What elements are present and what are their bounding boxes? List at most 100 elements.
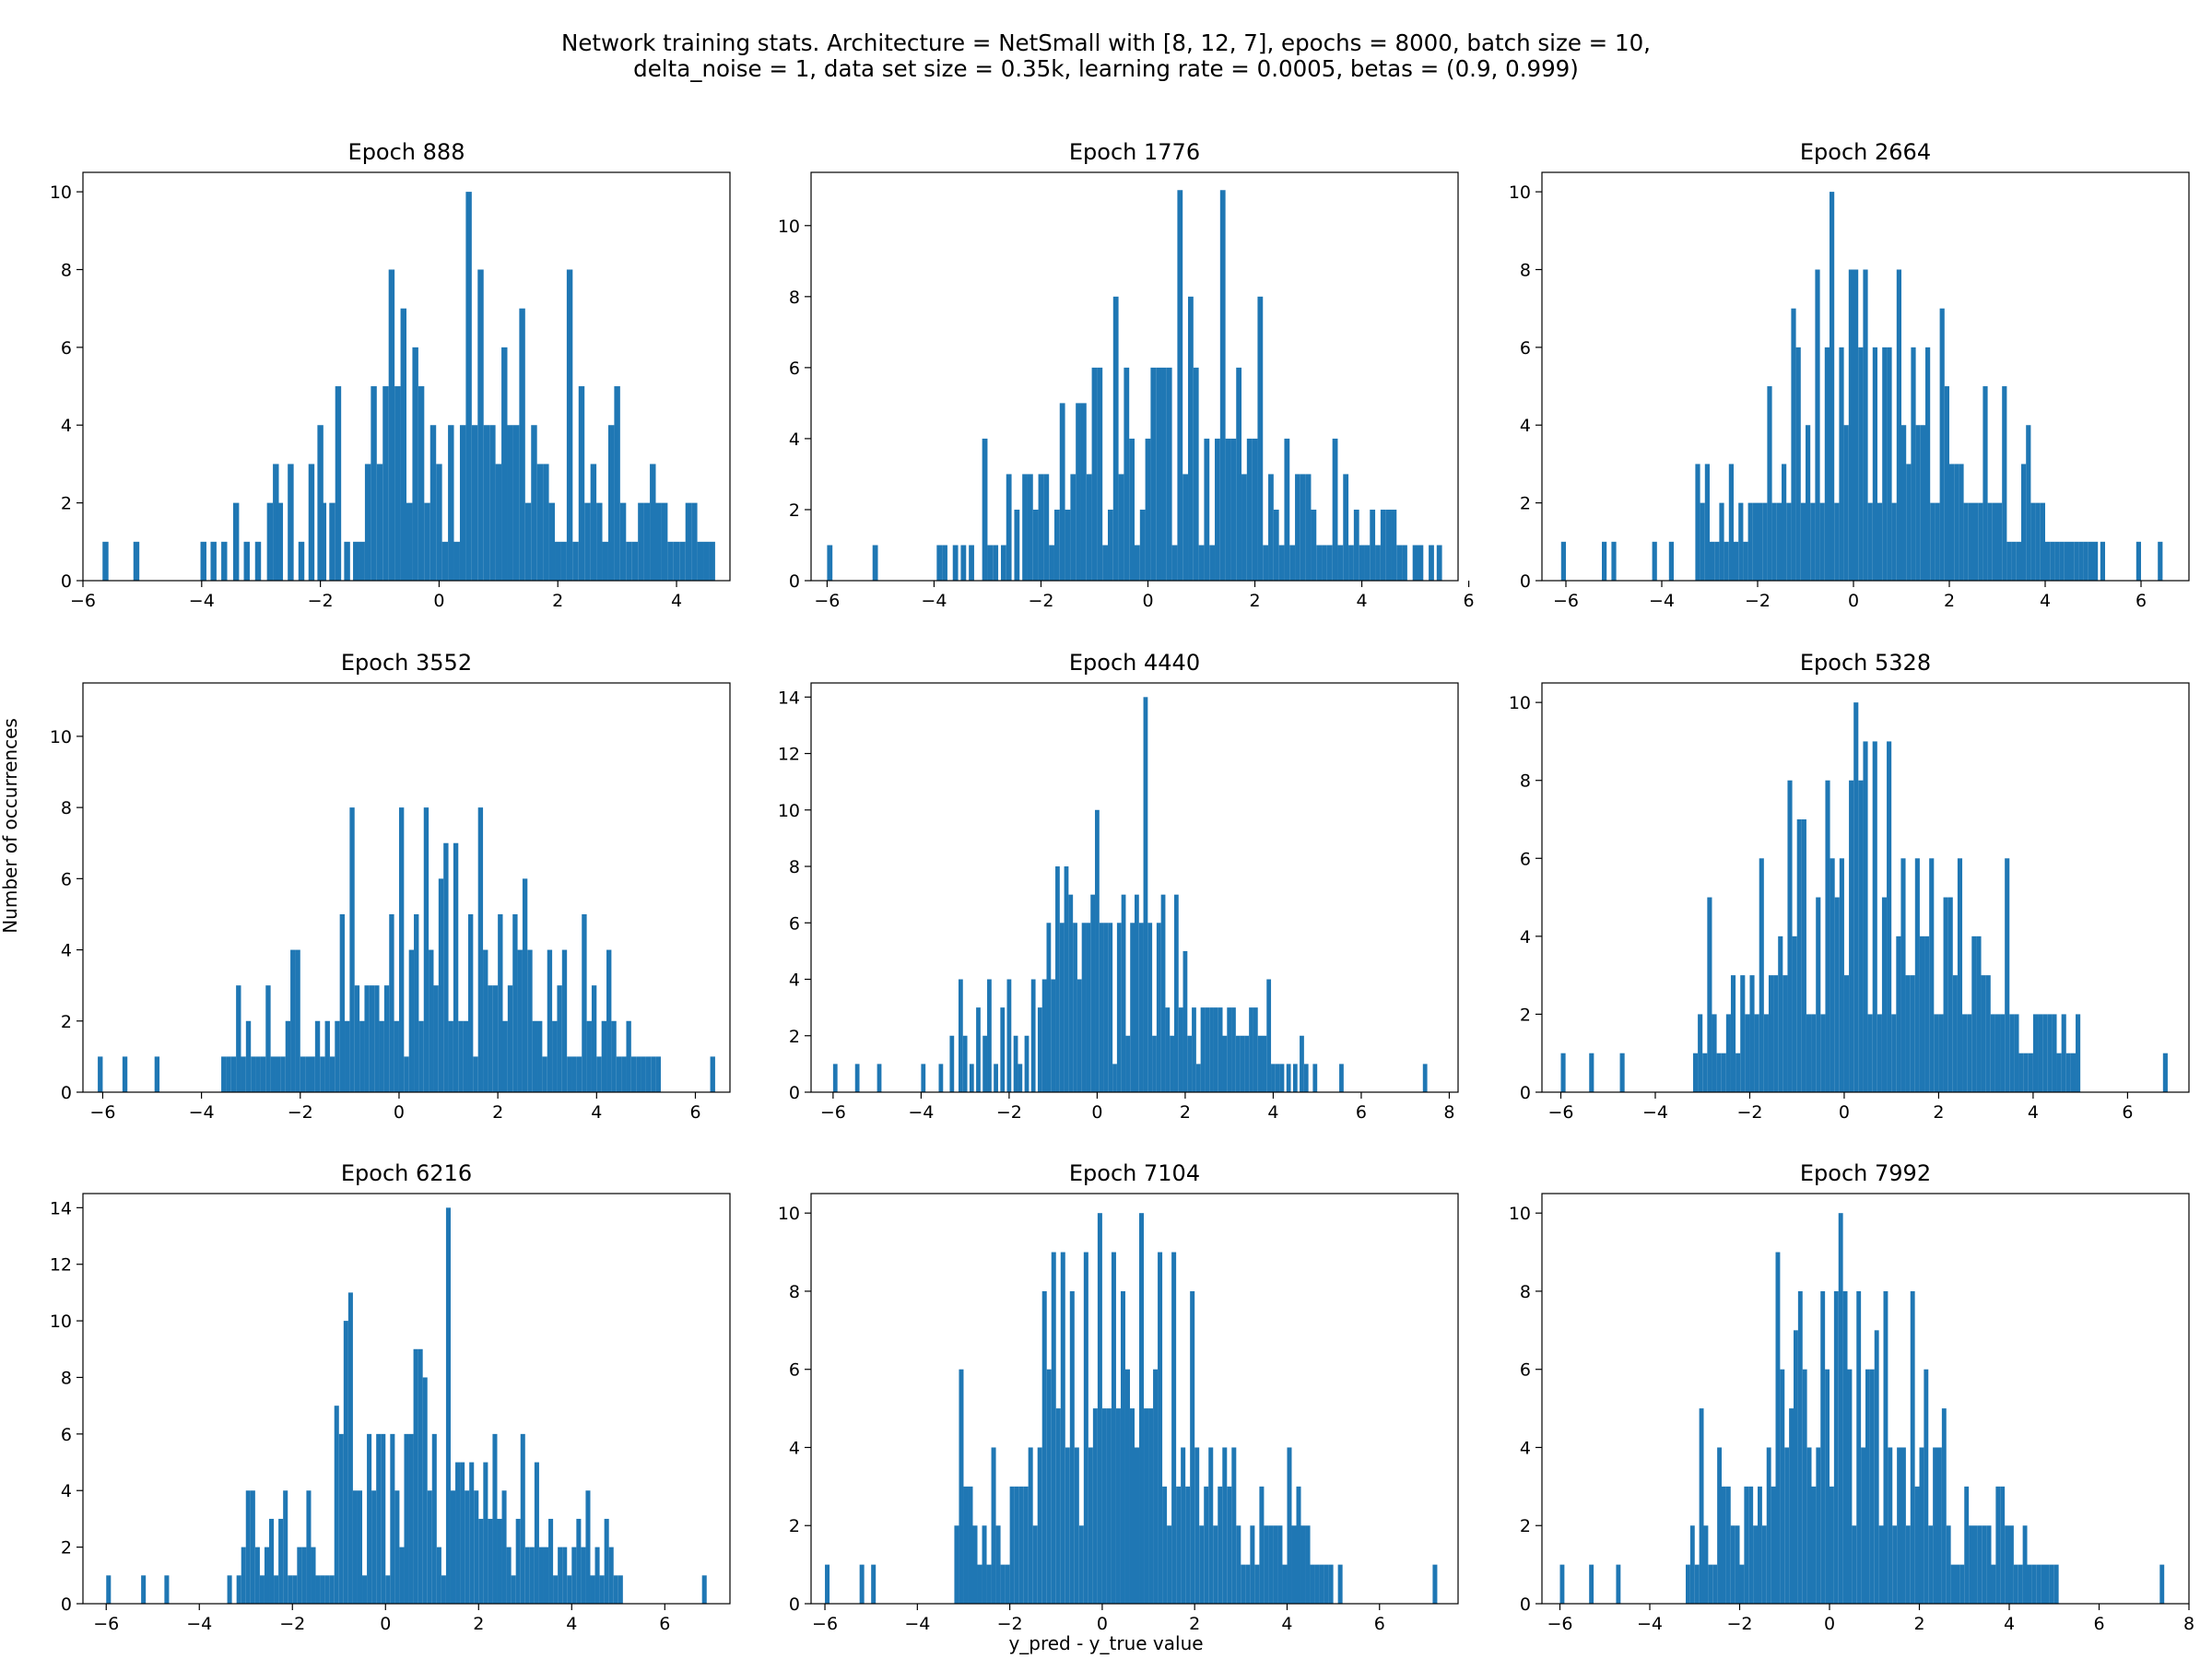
histogram-bar: [655, 1056, 661, 1092]
histogram-bar: [586, 1020, 592, 1092]
histogram-bar: [1038, 474, 1044, 581]
histogram-bar: [1046, 923, 1052, 1092]
y-tick-label: 10: [778, 217, 800, 237]
histogram-bar: [1312, 1064, 1318, 1092]
histogram-bar: [872, 545, 878, 581]
histogram-bar: [1933, 1447, 1938, 1604]
histogram-bar: [1946, 1525, 1951, 1604]
histogram-bar: [329, 502, 335, 581]
histogram-bar: [1796, 819, 1802, 1092]
histogram-bar: [602, 541, 608, 581]
histogram-bar: [1266, 979, 1272, 1092]
histogram-bar: [2050, 541, 2055, 581]
histogram-bar: [651, 1056, 656, 1092]
histogram-bar: [987, 979, 992, 1092]
histogram-bar: [1985, 975, 1991, 1092]
histogram-bar: [1843, 975, 1850, 1092]
x-tick-label: −4: [1637, 1614, 1663, 1634]
histogram-bar: [1006, 979, 1012, 1092]
histogram-bar: [1000, 1007, 1006, 1092]
histogram-bar: [450, 1490, 456, 1604]
histogram-bar: [571, 1056, 577, 1092]
x-tick-label: −6: [1553, 591, 1579, 611]
histogram-bar: [1616, 1564, 1621, 1604]
histogram-bar: [1115, 1408, 1121, 1604]
histogram-bar: [1820, 1014, 1826, 1092]
histogram-bar: [1108, 923, 1113, 1092]
histogram-bar: [537, 1020, 543, 1092]
histogram-bar: [1839, 858, 1844, 1092]
x-tick-label: 0: [1091, 1102, 1102, 1123]
histogram-bar: [661, 502, 668, 581]
x-tick-label: 2: [492, 1102, 503, 1123]
histogram-bar: [1791, 308, 1796, 581]
histogram-bar: [1219, 190, 1226, 581]
histogram-bar: [1046, 1369, 1052, 1604]
histogram-bar: [1906, 464, 1912, 581]
histogram-bar: [221, 1056, 227, 1092]
histogram-bar: [1112, 1064, 1117, 1092]
histogram-bar: [498, 913, 503, 1092]
histogram-bar: [445, 1207, 451, 1604]
histogram-bar: [590, 1575, 595, 1604]
histogram-bar: [1797, 1290, 1803, 1604]
histogram-bar: [1213, 1007, 1218, 1092]
histogram-bar: [1843, 425, 1849, 581]
histogram-bar: [1938, 1014, 1944, 1092]
histogram-bar: [1976, 935, 1982, 1092]
histogram-bar: [310, 1056, 315, 1092]
histogram-bar: [453, 842, 459, 1092]
histogram-bar: [1139, 509, 1146, 581]
histogram-bar: [560, 541, 567, 581]
x-tick-label: −6: [820, 1102, 846, 1123]
histogram-bar: [2074, 541, 2079, 581]
histogram-bar: [98, 1056, 103, 1092]
histogram-bar: [413, 1348, 418, 1604]
x-tick-label: −6: [812, 1614, 838, 1634]
axes-frame: [810, 682, 1459, 1093]
histogram-bar: [305, 1056, 311, 1092]
histogram-bar: [1130, 923, 1135, 1092]
histogram-bar: [578, 386, 585, 581]
histogram-bar: [596, 1056, 602, 1092]
histogram-bar: [566, 269, 573, 581]
histogram-bar: [2035, 502, 2041, 581]
histogram-bar: [427, 1490, 432, 1604]
x-tick-label: −4: [904, 1614, 930, 1634]
histogram-bar: [1891, 502, 1897, 581]
histogram-bar: [995, 1525, 1001, 1604]
histogram-bar: [164, 1575, 170, 1604]
histogram-bar: [611, 1020, 617, 1092]
histogram-bar: [638, 502, 644, 581]
histogram-bar: [311, 1547, 316, 1604]
histogram-bar: [1135, 1447, 1140, 1604]
histogram-bar: [1834, 502, 1840, 581]
histogram-bar: [477, 269, 484, 581]
histogram-bar: [1055, 866, 1060, 1092]
histogram-bar: [471, 425, 478, 581]
histogram-bar: [1209, 1007, 1214, 1092]
axes-frame: [82, 1193, 731, 1605]
histogram-bar: [221, 541, 228, 581]
histogram-bar: [1124, 1369, 1130, 1604]
x-tick-label: −2: [997, 1614, 1023, 1634]
histogram-bar: [520, 1433, 525, 1604]
histogram-bar: [404, 1433, 409, 1604]
histogram-bar: [1375, 545, 1381, 581]
histogram-bar: [295, 949, 300, 1092]
histogram-bar: [460, 1462, 465, 1604]
histogram-bar: [1782, 464, 1787, 581]
histogram-bar: [308, 464, 315, 581]
y-tick-label: 0: [61, 1594, 72, 1615]
histogram-bar: [2011, 541, 2017, 581]
histogram-bar: [1319, 1564, 1324, 1604]
histogram-bar: [1734, 541, 1739, 581]
histogram-bar: [631, 541, 639, 581]
histogram-bar: [515, 1518, 521, 1604]
histogram-bar: [1051, 979, 1056, 1092]
histogram-bar: [1271, 1064, 1276, 1092]
histogram-bar: [385, 1575, 391, 1604]
y-tick-label: 2: [1520, 1005, 1531, 1025]
histogram-bar: [1763, 1014, 1769, 1092]
y-tick-label: 6: [789, 913, 800, 934]
